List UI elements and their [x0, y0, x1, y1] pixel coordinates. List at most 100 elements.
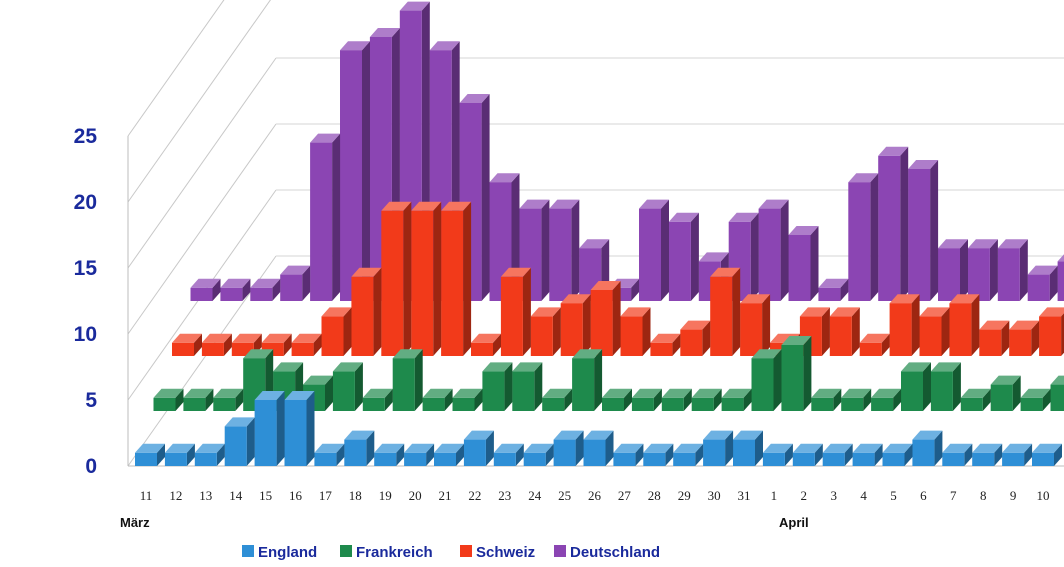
bar-england-15: [254, 391, 285, 466]
bar-schweiz-15: [291, 333, 322, 356]
bar-england-12: [164, 443, 195, 466]
bar-england-6: [912, 430, 943, 466]
bar-england-7: [942, 443, 973, 466]
bar-deutschland-12: [220, 278, 251, 301]
x-tick-label: 26: [588, 488, 602, 503]
legend-label-deutschland: Deutschland: [570, 544, 660, 561]
x-tick-label: 20: [409, 488, 422, 503]
x-tick-label: 17: [319, 488, 333, 503]
bar-england-16: [284, 391, 315, 466]
x-tick-label: 13: [199, 488, 212, 503]
x-tick-label: 30: [708, 488, 721, 503]
bar-schweiz-20: [441, 201, 472, 356]
bar-schweiz-9: [1039, 307, 1064, 356]
bar-england-8: [972, 443, 1003, 466]
bar-schweiz-4: [889, 294, 920, 356]
bar-england-25: [553, 430, 584, 466]
bar-england-24: [523, 443, 554, 466]
bar-england-26: [583, 430, 614, 466]
x-tick-label: 15: [259, 488, 272, 503]
bar-deutschland-8: [1027, 265, 1058, 301]
bar-schweiz-6: [949, 294, 980, 356]
x-tick-label: 23: [498, 488, 511, 503]
bar-schweiz-18: [381, 201, 412, 356]
bar-deutschland-11: [190, 278, 221, 301]
x-tick-label: 16: [289, 488, 303, 503]
bar-deutschland-16: [340, 41, 370, 302]
bar-england-21: [434, 443, 464, 466]
bar-frankreich-21: [452, 388, 483, 411]
bar-schweiz-26: [620, 307, 651, 356]
bar-england-2: [792, 443, 823, 466]
bar-frankreich-24: [542, 388, 573, 411]
bar-frankreich-4: [871, 388, 902, 411]
bar-england-4: [852, 443, 883, 466]
bar-schweiz-22: [500, 267, 531, 356]
bar-frankreich-28: [661, 388, 692, 411]
bar-schweiz-25: [590, 281, 621, 356]
bar-england-30: [703, 430, 734, 466]
x-tick-label: 24: [528, 488, 542, 503]
bar-england-22: [463, 430, 494, 466]
legend: England Frankreich Schweiz Deutschland: [242, 544, 660, 561]
x-tick-label: 31: [738, 488, 751, 503]
bar-england-28: [643, 443, 674, 466]
bar-england-14: [224, 417, 255, 466]
bar-frankreich-11: [153, 388, 184, 411]
bar-deutschland-23: [549, 199, 580, 301]
bar-frankreich-20: [422, 388, 453, 411]
legend-swatch-england: [242, 545, 254, 557]
bar-frankreich-12: [183, 388, 214, 411]
y-tick-label: 0: [85, 455, 97, 478]
bar-frankreich-22: [482, 362, 513, 411]
bar-deutschland-7: [997, 239, 1028, 301]
bar-schweiz-19: [411, 201, 442, 356]
gridline-side: [127, 0, 225, 137]
bar-schweiz-30: [740, 294, 771, 356]
x-tick-label: 3: [830, 488, 837, 503]
x-tick-label: 2: [801, 488, 808, 503]
bar-frankreich-30: [721, 388, 752, 411]
bar-england-27: [613, 443, 644, 466]
bar-schweiz-23: [530, 307, 561, 356]
bar-frankreich-18: [362, 388, 393, 411]
bar-frankreich-7: [960, 388, 991, 411]
x-tick-label: 25: [558, 488, 571, 503]
bar-schweiz-24: [560, 294, 591, 356]
x-axis-tick-labels: 11 12 13 14 15 16 17 18 19 20 21 22 23 24 25 26 27 28 29 30…: [140, 488, 1050, 503]
bar-deutschland-14: [280, 265, 311, 301]
bar-england-18: [344, 430, 375, 466]
month-label-april: April: [779, 515, 809, 530]
bar-england-29: [673, 443, 704, 466]
bar-england-5: [882, 443, 913, 466]
bar-deutschland-30: [758, 199, 789, 301]
bar-schweiz-17: [351, 267, 382, 356]
bar-deutschland-4: [908, 160, 939, 301]
bar-england-17: [314, 443, 345, 466]
gridline-side: [127, 0, 271, 203]
bar-deutschland-26: [639, 199, 669, 301]
x-tick-label: 18: [349, 488, 362, 503]
bar-deutschland-15: [310, 133, 341, 301]
x-tick-label: 28: [648, 488, 661, 503]
x-tick-label: 8: [980, 488, 987, 503]
bar-england-1: [762, 443, 793, 466]
bar-deutschland-2: [848, 173, 879, 301]
bar-deutschland-31: [788, 226, 819, 301]
bar-frankreich-25: [572, 349, 603, 411]
x-tick-label: 5: [890, 488, 897, 503]
bar-frankreich-27: [631, 388, 662, 411]
bar-frankreich-19: [392, 349, 423, 411]
bar-schweiz-28: [680, 320, 711, 356]
bar-schweiz-27: [650, 333, 681, 356]
x-tick-label: 9: [1010, 488, 1017, 503]
bar-deutschland-5: [938, 239, 968, 301]
bar-frankreich-10: [1050, 375, 1064, 411]
bar-england-13: [194, 443, 225, 466]
x-tick-label: 14: [229, 488, 243, 503]
bar-schweiz-8: [1009, 320, 1040, 356]
x-tick-label: 19: [379, 488, 392, 503]
bar-schweiz-11: [172, 333, 202, 356]
x-tick-label: 29: [678, 488, 691, 503]
